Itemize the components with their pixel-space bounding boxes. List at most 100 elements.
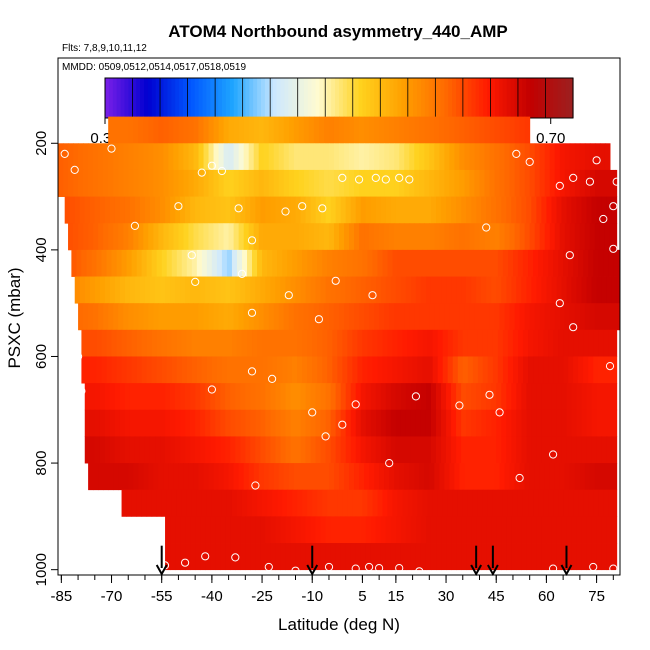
heatmap-cell <box>466 409 472 437</box>
heatmap-cell <box>425 543 432 571</box>
y-tick-label: 800 <box>33 451 50 476</box>
heatmap-cell <box>198 143 205 171</box>
heatmap-cell <box>591 543 598 571</box>
heatmap-cell <box>394 116 400 144</box>
colorbar-swatch <box>569 78 574 118</box>
heatmap-cell <box>103 143 109 171</box>
heatmap-cell <box>604 223 611 251</box>
heatmap-cell <box>442 489 449 517</box>
heatmap-cell <box>230 409 236 437</box>
heatmap-cell <box>481 516 487 544</box>
heatmap-cell <box>365 276 372 304</box>
heatmap-cell <box>248 116 255 144</box>
heatmap-cell <box>240 383 246 411</box>
heatmap-cell <box>549 463 556 491</box>
colorbar-swatch <box>202 78 207 118</box>
heatmap-cell <box>469 303 475 331</box>
heatmap-cell <box>464 169 470 197</box>
heatmap-cell <box>247 489 253 517</box>
heatmap-cell <box>399 303 405 331</box>
heatmap-cell <box>425 276 432 304</box>
heatmap-cell <box>185 436 191 464</box>
heatmap-cell <box>534 169 541 197</box>
heatmap-cell <box>128 143 134 171</box>
heatmap-cell <box>521 516 527 544</box>
heatmap-cell <box>248 143 255 171</box>
heatmap-cell <box>300 409 307 437</box>
heatmap-cell <box>149 276 156 304</box>
colorbar-swatch <box>303 78 309 118</box>
heatmap-cell <box>581 409 588 437</box>
heatmap-cell <box>611 409 618 437</box>
heatmap-cell <box>564 169 571 197</box>
heatmap-cell <box>325 516 332 544</box>
heatmap-cell <box>506 543 512 571</box>
heatmap-cell <box>564 143 571 171</box>
heatmap-cell <box>538 356 544 384</box>
heatmap-cell <box>464 303 470 331</box>
heatmap-cell <box>484 303 491 331</box>
heatmap-cell <box>349 143 355 171</box>
heatmap-cell <box>198 463 205 491</box>
heatmap-cell <box>420 383 427 411</box>
heatmap-cell <box>93 223 99 251</box>
heatmap-cell <box>285 276 291 304</box>
heatmap-cell <box>491 276 497 304</box>
heatmap-cell <box>514 303 521 331</box>
heatmap-cell <box>507 489 514 517</box>
heatmap-cell <box>370 409 377 437</box>
heatmap-cell <box>609 169 616 197</box>
heatmap-cell <box>359 143 365 171</box>
heatmap-cell <box>126 489 133 517</box>
heatmap-cell <box>355 436 362 464</box>
heatmap-cell <box>516 516 522 544</box>
heatmap-cell <box>499 143 506 171</box>
heatmap-cell <box>191 489 198 517</box>
heatmap-cell <box>265 409 271 437</box>
heatmap-cell <box>191 249 198 277</box>
heatmap-cell <box>531 516 537 544</box>
heatmap-cell <box>200 196 206 224</box>
heatmap-cell <box>155 383 161 411</box>
colorbar-swatch <box>358 78 363 118</box>
heatmap-cell <box>300 543 307 571</box>
heatmap-cell <box>472 489 479 517</box>
heatmap-cell <box>379 303 385 331</box>
heatmap-cell <box>295 383 302 411</box>
heatmap-cell <box>541 196 547 224</box>
heatmap-cell <box>86 329 92 357</box>
heatmap-cell <box>606 409 613 437</box>
heatmap-cell <box>536 196 542 224</box>
heatmap-cell <box>225 276 231 304</box>
heatmap-cell <box>203 143 210 171</box>
heatmap-cell <box>462 249 469 277</box>
observation-point <box>308 408 317 417</box>
heatmap-cell <box>352 329 358 357</box>
heatmap-cell <box>382 356 389 384</box>
heatmap-cell <box>138 463 144 491</box>
heatmap-cell <box>474 169 480 197</box>
heatmap-cell <box>156 249 163 277</box>
heatmap-cell <box>96 249 102 277</box>
heatmap-cell <box>564 463 571 491</box>
heatmap-cell <box>606 516 613 544</box>
heatmap-cell <box>528 489 534 517</box>
flight-marker-arrowhead <box>470 564 483 577</box>
heatmap-cell <box>546 276 552 304</box>
heatmap-cell <box>215 276 221 304</box>
heatmap-cell <box>138 143 144 171</box>
heatmap-cell <box>594 303 601 331</box>
colorbar-swatch <box>452 78 457 118</box>
heatmap-cell <box>374 143 380 171</box>
heatmap-cell <box>228 143 235 171</box>
heatmap-cell <box>427 329 434 357</box>
heatmap-cell <box>158 223 164 251</box>
heatmap-cell <box>111 249 118 277</box>
heatmap-cell <box>581 436 588 464</box>
heatmap-cell <box>293 463 300 491</box>
colorbar-swatch <box>272 78 278 118</box>
heatmap-cell <box>501 543 507 571</box>
heatmap-cell <box>596 196 603 224</box>
colorbar-swatch <box>342 78 348 118</box>
heatmap-cell <box>499 463 506 491</box>
